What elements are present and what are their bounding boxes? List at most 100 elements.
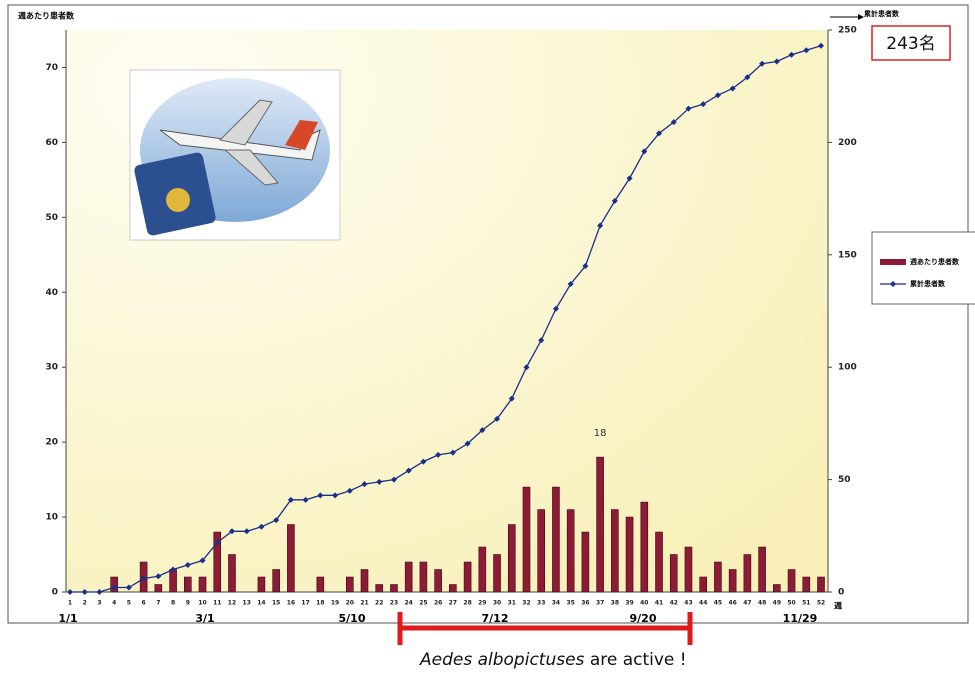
- y-axis-label: 週あたり患者数: [18, 11, 75, 21]
- bar: [405, 562, 412, 592]
- bar: [641, 502, 648, 592]
- bar: [714, 562, 721, 592]
- value-label: 18: [594, 428, 607, 439]
- bar: [155, 585, 162, 592]
- bar: [626, 517, 633, 592]
- x-tick-label: 20: [346, 600, 354, 607]
- bar: [273, 570, 280, 592]
- x-tick-label: 52: [817, 600, 825, 607]
- illustration: [130, 70, 340, 240]
- date-label: 11/29: [783, 612, 818, 625]
- y-tick-label: 20: [45, 438, 58, 448]
- x-tick-label: 6: [142, 600, 146, 607]
- bar: [184, 577, 191, 592]
- bar: [228, 555, 235, 592]
- annotation-text: are active !: [590, 650, 687, 670]
- bar: [597, 457, 604, 592]
- bar: [258, 577, 265, 592]
- bar: [479, 547, 486, 592]
- x-tick-label: 36: [581, 600, 589, 607]
- bar: [656, 532, 663, 592]
- bar: [376, 585, 383, 592]
- x-tick-label: 14: [257, 600, 265, 607]
- date-label: 9/20: [630, 612, 657, 625]
- x-tick-label: 35: [566, 600, 574, 607]
- x-tick-label: 50: [787, 600, 795, 607]
- x-tick-label: 43: [684, 600, 692, 607]
- bar: [700, 577, 707, 592]
- x-tick-label: 21: [360, 600, 368, 607]
- x-tick-label: 15: [272, 600, 280, 607]
- legend-label: 累計患者数: [910, 279, 946, 288]
- bar: [729, 570, 736, 592]
- x-tick-label: 48: [758, 600, 766, 607]
- bar: [523, 487, 530, 592]
- x-tick-label: 1: [68, 600, 72, 607]
- date-label: 7/12: [482, 612, 509, 625]
- bar: [508, 525, 515, 592]
- bar: [464, 562, 471, 592]
- y2-tick-label: 200: [838, 138, 857, 148]
- x-tick-label: 18: [316, 600, 324, 607]
- x-tick-label: 17: [301, 600, 309, 607]
- x-tick-label: 46: [728, 600, 736, 607]
- y2-tick-label: 50: [838, 475, 851, 485]
- y2-axis-label: 累計患者数: [864, 9, 900, 18]
- x-tick-label: 40: [640, 600, 648, 607]
- x-tick-label: 5: [127, 600, 131, 607]
- x-tick-label: 4: [112, 600, 116, 607]
- y-tick-label: 10: [45, 513, 58, 523]
- x-tick-label: 33: [537, 600, 545, 607]
- date-label: 3/1: [195, 612, 214, 625]
- x-tick-label: 9: [186, 600, 190, 607]
- annotation-species: Aedes albopictuses: [419, 650, 585, 670]
- bar: [199, 577, 206, 592]
- bar: [435, 570, 442, 592]
- x-tick-label: 24: [405, 600, 413, 607]
- bar: [494, 555, 501, 592]
- bar: [611, 510, 618, 592]
- date-label: 5/10: [339, 612, 366, 625]
- x-tick-label: 38: [611, 600, 619, 607]
- x-tick-label: 44: [699, 600, 707, 607]
- x-tick-label: 3: [97, 600, 101, 607]
- x-tick-label: 49: [773, 600, 781, 607]
- bar: [685, 547, 692, 592]
- x-tick-label: 39: [625, 600, 633, 607]
- bar: [420, 562, 427, 592]
- x-tick-label: 27: [449, 600, 457, 607]
- bar: [390, 585, 397, 592]
- x-tick-label: 16: [287, 600, 295, 607]
- bar: [449, 585, 456, 592]
- y2-tick-label: 0: [838, 588, 844, 598]
- bar: [538, 510, 545, 592]
- y-tick-label: 40: [45, 288, 58, 298]
- legend-swatch: [880, 259, 906, 265]
- x-tick-label: 22: [375, 600, 383, 607]
- bar: [346, 577, 353, 592]
- x-unit: 週: [834, 602, 842, 611]
- bar: [670, 555, 677, 592]
- x-tick-label: 31: [508, 600, 516, 607]
- x-tick-label: 34: [552, 600, 560, 607]
- x-tick-label: 23: [390, 600, 398, 607]
- chart: 週あたり患者数 累計患者数 243名 週 週あたり患者数累計患者数 Aedes …: [0, 0, 975, 671]
- bar: [361, 570, 368, 592]
- bar: [759, 547, 766, 592]
- total-label: 243名: [886, 34, 935, 54]
- annotation: Aedes albopictuses are active !: [419, 650, 687, 670]
- y-tick-label: 50: [45, 213, 58, 223]
- x-tick-label: 37: [596, 600, 604, 607]
- x-tick-label: 29: [478, 600, 486, 607]
- x-tick-label: 30: [493, 600, 501, 607]
- x-tick-label: 42: [670, 600, 678, 607]
- x-tick-label: 11: [213, 600, 221, 607]
- x-tick-label: 8: [171, 600, 175, 607]
- x-tick-label: 41: [655, 600, 663, 607]
- y2-tick-label: 150: [838, 250, 857, 260]
- bar: [788, 570, 795, 592]
- bar: [773, 585, 780, 592]
- bar: [803, 577, 810, 592]
- bar: [287, 525, 294, 592]
